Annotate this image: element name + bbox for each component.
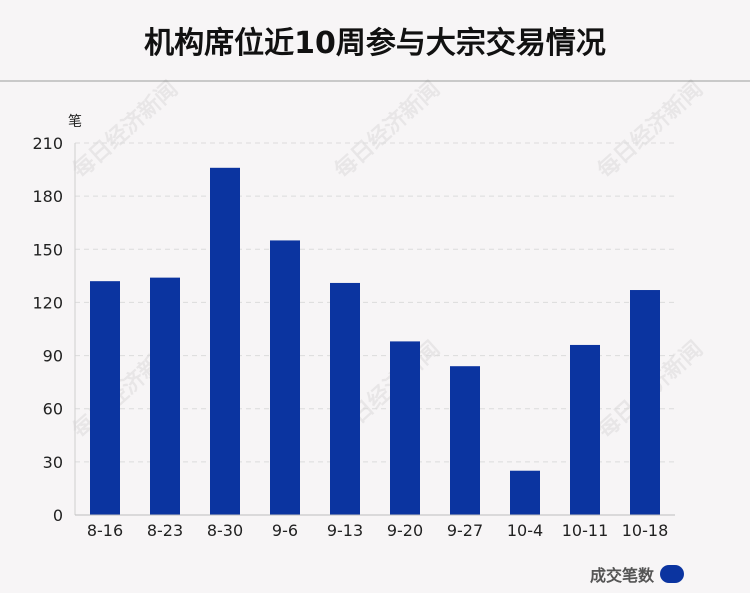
y-tick-label-1: 30 — [43, 453, 63, 472]
x-tick-label-8-23: 8-23 — [147, 521, 183, 540]
x-tick-label-10-18: 10-18 — [622, 521, 669, 540]
legend-label: 成交笔数 — [589, 566, 654, 585]
bars — [90, 167, 660, 516]
x-tick-label-8-16: 8-16 — [87, 521, 123, 540]
x-tick-label-9-13: 9-13 — [327, 521, 363, 540]
bar-9-13 — [330, 282, 360, 515]
title-divider — [0, 80, 750, 82]
y-tick-label-2: 60 — [43, 400, 63, 419]
legend-swatch — [660, 565, 684, 583]
bar-10-18 — [630, 290, 660, 515]
watermark-text-1: 每日经济新闻 — [330, 76, 446, 184]
y-tick-label-3: 90 — [43, 347, 63, 366]
x-tick-label-10-11: 10-11 — [562, 521, 609, 540]
y-tick-label-0: 0 — [53, 506, 63, 525]
x-tick-label-9-20: 9-20 — [387, 521, 423, 540]
y-tick-label-6: 180 — [32, 187, 63, 206]
x-tick-label-9-6: 9-6 — [272, 521, 298, 540]
y-tick-label-7: 210 — [32, 134, 63, 153]
y-tick-label-4: 120 — [32, 293, 63, 312]
x-tick-label-10-4: 10-4 — [507, 521, 543, 540]
bar-8-30 — [210, 167, 240, 516]
bar-8-16 — [90, 281, 120, 515]
bar-9-27 — [450, 366, 480, 515]
bar-10-11 — [570, 344, 600, 515]
axes: 0 30 60 90 120 150 180 210 8-16 8-23 8-30 9-6 9-13 9-… — [32, 134, 675, 540]
bar-8-23 — [150, 277, 180, 515]
bar-10-4 — [510, 470, 540, 515]
bar-9-6 — [270, 240, 300, 515]
chart-title: 机构席位近10周参与大宗交易情况 — [144, 26, 606, 61]
bar-9-20 — [390, 341, 420, 515]
legend: 成交笔数 — [590, 562, 684, 586]
watermark-text-0: 每日经济新闻 — [68, 76, 184, 184]
y-tick-label-5: 150 — [32, 240, 63, 259]
watermark-text-2: 每日经济新闻 — [593, 76, 709, 184]
y-axis-label: 笔 — [68, 114, 82, 130]
x-tick-label-9-27: 9-27 — [447, 521, 483, 540]
x-tick-label-8-30: 8-30 — [207, 521, 243, 540]
